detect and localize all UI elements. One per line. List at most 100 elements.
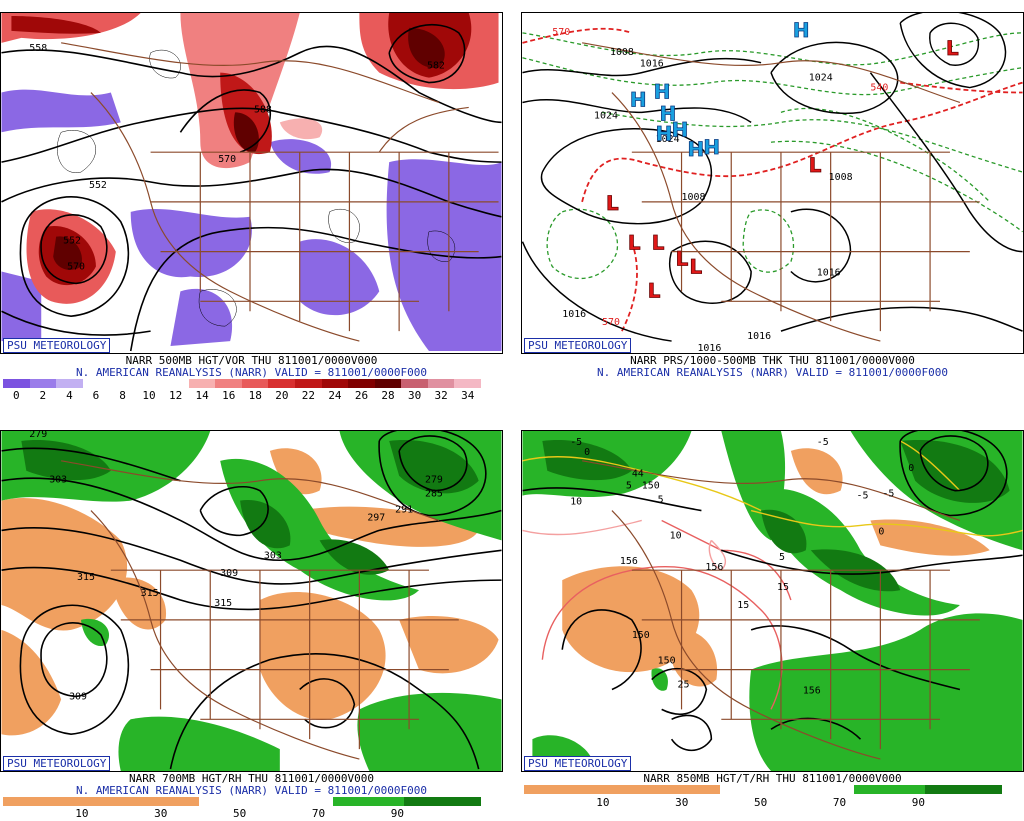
colorbar-swatch: [188, 379, 216, 388]
chart-subtitle: N. AMERICAN REANALYSIS (NARR) VALID = 81…: [76, 784, 427, 797]
svg-text:570: 570: [218, 154, 236, 165]
svg-text:5: 5: [658, 495, 664, 506]
thickness-contours-red: [522, 27, 1023, 332]
svg-text:5: 5: [779, 552, 785, 563]
svg-text:H: H: [654, 80, 671, 103]
svg-text:309: 309: [69, 691, 87, 702]
rh-colorbar: [524, 785, 1002, 794]
svg-text:L: L: [628, 232, 641, 255]
svg-text:1024: 1024: [656, 134, 680, 145]
political-borders: [61, 42, 499, 342]
svg-text:25: 25: [678, 679, 690, 690]
svg-text:285: 285: [425, 489, 443, 500]
chart-title: NARR 850MB HGT/T/RH THU 811001/0000V000: [643, 772, 902, 785]
political-borders: [582, 42, 980, 342]
psu-meteorology-badge: PSU METEOROLOGY: [524, 338, 632, 353]
chart-title: NARR PRS/1000-500MB THK THU 811001/0000V…: [630, 354, 915, 367]
low-pressure-symbols: L L L L L L L L: [606, 36, 960, 302]
svg-text:150: 150: [658, 656, 676, 667]
colorbar-swatch: [374, 379, 402, 388]
map-700mb: 279 303 315 315 309 315 309 303 297 291 …: [0, 430, 503, 772]
colorbar-swatch: [295, 379, 322, 388]
colorbar-swatch: [321, 379, 349, 388]
svg-text:H: H: [630, 88, 647, 111]
svg-text:10: 10: [670, 530, 682, 541]
colorbar-swatch: [454, 379, 481, 388]
colorbar-swatch: [3, 379, 30, 388]
vorticity-colorbar-ticks: 0 2 4 6 8 10 12 14 16 18 20 22 24 26 28 30 32 34: [3, 389, 481, 403]
svg-text:L: L: [648, 279, 661, 302]
panel-500mb-vorticity: 558 552 570 588 582 552 570 PSU METEOROL…: [0, 12, 503, 402]
colorbar-swatch: [348, 379, 375, 388]
colorbar-tick-label: 10: [142, 389, 156, 402]
panel-850mb-temperature-rh: -5 0 44 5 5 10 150 10 156 156 15 150 150…: [521, 430, 1024, 820]
svg-text:1024: 1024: [594, 110, 618, 121]
contour-labels: -5 0 44 5 5 10 150 10 156 156 15 150 150…: [570, 437, 914, 697]
chart-title: NARR 700MB HGT/RH THU 811001/0000V000: [128, 772, 375, 785]
svg-text:H: H: [688, 138, 705, 161]
very-moist-shading: [21, 439, 479, 575]
svg-text:1024: 1024: [809, 73, 833, 84]
svg-text:0: 0: [908, 463, 914, 474]
svg-text:309: 309: [220, 568, 238, 579]
colorbar-tick-label: 2: [39, 389, 47, 402]
svg-text:558: 558: [29, 43, 47, 54]
political-borders: [61, 460, 459, 760]
svg-text:303: 303: [264, 550, 282, 561]
colorbar-swatch: [215, 379, 242, 388]
psu-meteorology-badge: PSU METEOROLOGY: [3, 338, 111, 353]
svg-text:570: 570: [602, 317, 620, 328]
contour-labels: 558 552 570 588 582 552 570: [29, 43, 445, 273]
rh-colorbar-ticks: 10 30 50 70 90: [596, 796, 925, 809]
chart-title: NARR 500MB HGT/VOR THU 811001/0000V000: [125, 354, 378, 367]
chart-subtitle: N. AMERICAN REANALYSIS (NARR) VALID = 81…: [597, 366, 948, 379]
rh-colorbar-ticks: 10 30 50 70 90: [75, 807, 404, 820]
svg-text:1016: 1016: [817, 267, 841, 278]
svg-text:156: 156: [620, 556, 638, 567]
svg-text:552: 552: [89, 180, 107, 191]
colorbar-tick-label: 16: [222, 389, 236, 402]
svg-text:H: H: [793, 19, 810, 42]
svg-text:156: 156: [705, 562, 723, 573]
colorbar-tick-label: 24: [328, 389, 342, 402]
svg-text:15: 15: [737, 600, 749, 611]
svg-text:150: 150: [632, 630, 650, 641]
svg-text:1016: 1016: [562, 309, 586, 320]
svg-text:1008: 1008: [610, 47, 634, 58]
height-contours: [1, 24, 502, 352]
svg-text:-5: -5: [857, 491, 869, 502]
map-pressure-thickness: 1008 1016 1024 1024 1024 1016 1008 1016 …: [521, 12, 1024, 354]
svg-text:L: L: [606, 192, 619, 215]
colorbar-swatch: [241, 379, 269, 388]
colorbar-tick-label: 18: [248, 389, 262, 402]
panel-700mb-relative-humidity: 279 303 315 315 309 315 309 303 297 291 …: [0, 430, 503, 820]
svg-text:570: 570: [67, 261, 85, 272]
colorbar-swatch: [29, 379, 57, 388]
colorbar-tick-label: 0: [12, 389, 20, 402]
svg-text:L: L: [652, 232, 665, 255]
colorbar-tick-label: 30: [407, 389, 422, 402]
svg-text:0: 0: [584, 447, 590, 458]
colorbar-tick-label: 34: [461, 389, 475, 402]
svg-text:L: L: [689, 255, 702, 278]
svg-text:0: 0: [878, 526, 884, 537]
svg-text:291: 291: [395, 505, 413, 516]
contour-labels: 1008 1016 1024 1024 1024 1016 1008 1016 …: [552, 27, 888, 353]
positive-vorticity-shading: [1, 13, 499, 304]
colorbar-swatch: [135, 379, 163, 388]
svg-text:H: H: [656, 122, 673, 145]
svg-text:L: L: [676, 248, 689, 271]
svg-text:552: 552: [63, 236, 81, 247]
colorbar-swatch: [162, 379, 189, 388]
svg-text:5: 5: [626, 481, 632, 492]
svg-text:588: 588: [254, 104, 272, 115]
svg-text:1008: 1008: [682, 192, 706, 203]
svg-text:315: 315: [141, 588, 159, 599]
colorbar-tick-label: 28: [381, 389, 395, 402]
svg-text:1016: 1016: [640, 59, 664, 70]
colorbar-tick-label: 22: [301, 389, 315, 402]
svg-text:570: 570: [552, 27, 570, 38]
panel-pressure-thickness: 1008 1016 1024 1024 1024 1016 1008 1016 …: [521, 12, 1024, 402]
colorbar-swatch: [82, 379, 110, 388]
svg-text:279: 279: [29, 430, 47, 440]
